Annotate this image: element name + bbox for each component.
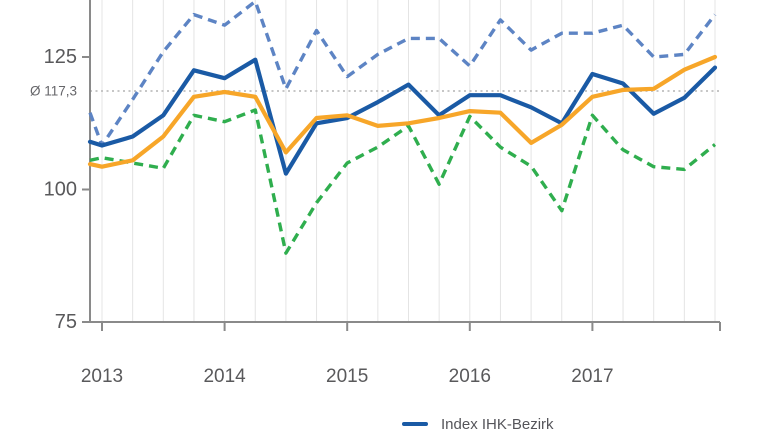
- legend-line-swatch: [402, 422, 428, 426]
- x-tick-label: 2013: [81, 366, 123, 387]
- x-tick-label: 2014: [203, 366, 246, 387]
- y-tick-label: 75: [55, 311, 77, 333]
- x-tick-label: 2015: [326, 366, 368, 387]
- mean-value-label: Ø 117,3: [30, 84, 77, 99]
- chart-legend: Index IHK-Bezirk: [402, 414, 554, 434]
- x-tick-label: 2017: [571, 366, 613, 387]
- y-tick-label: 125: [44, 46, 77, 68]
- x-tick-label: 2016: [449, 366, 491, 387]
- orange-line: [87, 54, 718, 169]
- upper-dashed-blue-line: [88, 0, 717, 148]
- legend-label: Index IHK-Bezirk: [441, 415, 554, 433]
- y-tick-label: 100: [44, 179, 77, 201]
- green-dashed-line: [89, 108, 717, 255]
- index-ihk-bezirk-line: [87, 57, 718, 176]
